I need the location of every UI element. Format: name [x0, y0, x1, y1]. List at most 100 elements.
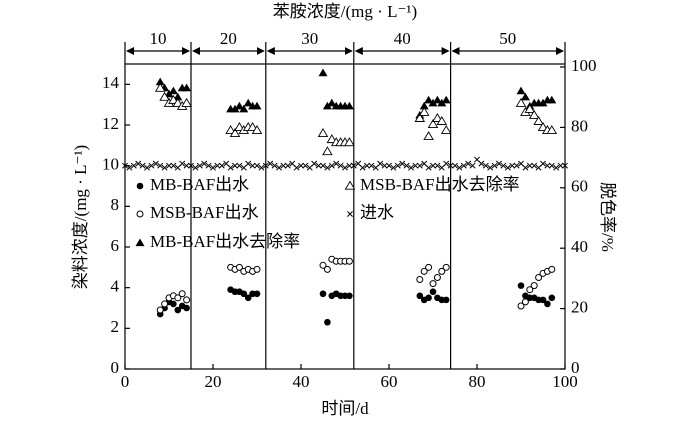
- point: [491, 162, 498, 169]
- point: [249, 162, 256, 169]
- point: [539, 296, 547, 304]
- point: [172, 97, 184, 107]
- point: [522, 164, 529, 171]
- point: [394, 162, 401, 169]
- point: [442, 263, 450, 271]
- legend-label: MSB-BAF出水去除率: [360, 175, 520, 194]
- y2-tick-label: 0: [571, 358, 580, 377]
- point: [520, 92, 530, 101]
- point: [531, 162, 538, 169]
- point: [173, 92, 183, 101]
- point: [535, 274, 543, 281]
- point: [429, 280, 437, 288]
- point: [170, 300, 177, 308]
- x-tick-label: 100: [552, 372, 578, 391]
- point: [227, 164, 234, 171]
- point: [368, 162, 375, 169]
- point: [342, 164, 348, 171]
- x-tick-label: 80: [469, 372, 486, 391]
- point: [428, 98, 438, 107]
- point: [148, 162, 155, 169]
- point: [487, 164, 494, 171]
- point: [322, 146, 333, 156]
- point: [214, 162, 221, 169]
- point: [240, 290, 248, 298]
- legend-marker: [136, 182, 144, 190]
- point: [478, 160, 485, 167]
- point: [179, 160, 186, 167]
- plot-frame: [124, 63, 566, 370]
- point: [234, 122, 245, 131]
- point: [433, 274, 441, 281]
- point: [469, 162, 476, 169]
- point: [154, 82, 166, 92]
- top-axis-title: 苯胺浓度/(mg · L⁻¹): [273, 2, 417, 21]
- point: [183, 296, 191, 304]
- legend-label: MSB-BAF出水: [150, 203, 259, 222]
- point: [557, 162, 564, 169]
- point: [437, 98, 447, 107]
- point: [337, 162, 344, 169]
- y-tick-label: 4: [111, 277, 120, 296]
- point: [452, 162, 458, 169]
- legend-label: MB-BAF出水去除率: [150, 232, 300, 251]
- stage-label: 50: [499, 29, 516, 48]
- point: [181, 97, 192, 107]
- point: [533, 115, 544, 125]
- point: [521, 298, 529, 306]
- stage-label: 30: [301, 29, 318, 48]
- point: [319, 290, 327, 298]
- point: [540, 160, 546, 167]
- point: [168, 86, 178, 95]
- point: [326, 134, 338, 144]
- point: [403, 162, 410, 169]
- point: [465, 160, 472, 167]
- point: [280, 162, 287, 169]
- point: [139, 162, 146, 169]
- point: [443, 160, 450, 167]
- point: [547, 95, 557, 104]
- point: [530, 282, 538, 290]
- point: [262, 162, 269, 169]
- point: [509, 162, 516, 169]
- point: [229, 128, 241, 138]
- y-tick-label: 10: [102, 155, 119, 174]
- point: [244, 294, 252, 302]
- point: [517, 282, 525, 289]
- point: [416, 162, 423, 169]
- point: [232, 162, 238, 169]
- point: [276, 164, 282, 171]
- point: [504, 164, 511, 171]
- point: [218, 162, 225, 169]
- point: [537, 122, 549, 131]
- point: [319, 261, 327, 269]
- point: [425, 294, 432, 302]
- y2-tick-label: 40: [571, 237, 588, 256]
- legend-label: 进水: [360, 203, 394, 222]
- point: [544, 162, 551, 169]
- point: [538, 98, 548, 107]
- point: [447, 162, 454, 169]
- point: [323, 265, 331, 273]
- point: [243, 98, 253, 107]
- point: [166, 162, 172, 169]
- point: [230, 104, 240, 113]
- point: [192, 164, 199, 171]
- point: [526, 162, 533, 169]
- point: [247, 122, 258, 131]
- point: [429, 288, 437, 296]
- x-tick-label: 0: [121, 372, 130, 391]
- point: [327, 98, 337, 107]
- point: [345, 257, 353, 265]
- point: [155, 77, 165, 86]
- point: [205, 162, 212, 169]
- point: [156, 306, 164, 314]
- point: [328, 162, 335, 169]
- point: [432, 112, 443, 122]
- point: [234, 101, 244, 110]
- point: [252, 101, 262, 110]
- point: [456, 164, 463, 171]
- point: [412, 162, 419, 169]
- point: [548, 265, 556, 273]
